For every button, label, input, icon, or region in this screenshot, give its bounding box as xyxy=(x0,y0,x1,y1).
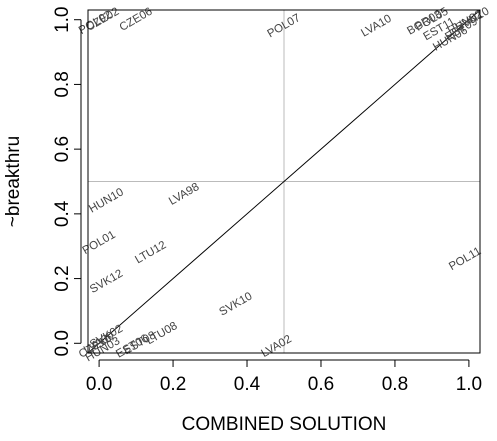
y-tick-label: 1.0 xyxy=(52,6,73,32)
point-label: SVK10 xyxy=(217,290,254,318)
diagonal-line xyxy=(87,9,481,354)
point-label: LVA98 xyxy=(167,181,201,208)
point-label: POL01 xyxy=(81,229,118,257)
x-tick-label: 1.0 xyxy=(456,374,482,395)
y-tick-label: 0.2 xyxy=(52,265,73,291)
x-tick-label: 0.0 xyxy=(86,374,112,395)
point-label: SVK12 xyxy=(88,268,125,296)
y-axis-label: ~breakthru xyxy=(3,136,24,227)
point-label: POL11 xyxy=(447,245,483,273)
point-label: LTU12 xyxy=(133,239,168,266)
point-label: LVA02 xyxy=(259,333,293,360)
point-label: LVA10 xyxy=(359,13,393,40)
y-tick-label: 0.4 xyxy=(52,200,73,227)
x-tick-label: 0.8 xyxy=(382,374,408,395)
x-tick-label: 0.6 xyxy=(308,374,334,395)
diagonal-line-group xyxy=(87,9,481,354)
point-label: HUN10 xyxy=(87,186,126,215)
x-tick-label: 0.2 xyxy=(160,374,186,395)
plot-frame xyxy=(87,9,481,354)
x-axis-label: COMBINED SOLUTION xyxy=(182,414,387,435)
x-axis: 0.0 0.2 0.4 0.6 0.8 1.0 xyxy=(86,359,482,395)
y-tick-label: 0.6 xyxy=(52,136,73,162)
x-tick-label: 0.4 xyxy=(234,374,261,395)
y-tick-label: 0.0 xyxy=(52,330,73,356)
plot-box xyxy=(87,9,481,354)
y-tick-label: 0.8 xyxy=(52,71,73,97)
y-axis: 0.0 0.2 0.4 0.6 0.8 1.0 xyxy=(52,6,82,357)
